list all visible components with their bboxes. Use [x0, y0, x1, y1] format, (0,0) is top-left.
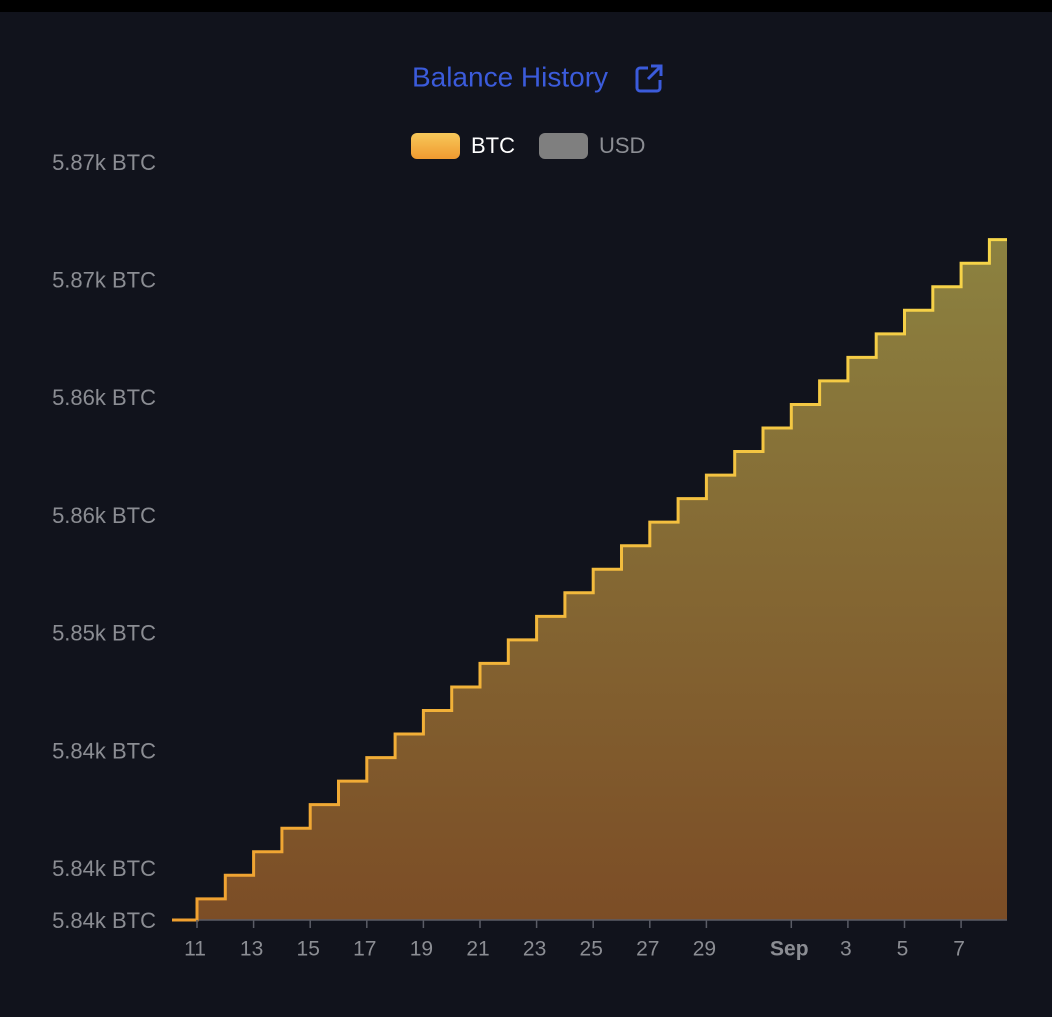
chart-title[interactable]: Balance History: [412, 61, 608, 92]
x-tick-label: 17: [353, 938, 376, 961]
y-tick-label: 5.84k BTC: [52, 908, 156, 933]
top-bar: [0, 0, 1052, 12]
x-tick-label: 3: [840, 938, 852, 961]
x-tick-label: 5: [897, 938, 909, 961]
y-tick-label: 5.84k BTC: [52, 738, 156, 763]
line: [172, 238, 1007, 922]
legend-label[interactable]: USD: [599, 133, 645, 158]
x-tick-label: 21: [466, 938, 489, 961]
plot: 5.84k BTC 5.84k BTC 5.84k BTC 5.85k BTC 5.86…: [52, 150, 1007, 961]
x-tick-label: 19: [410, 938, 433, 961]
y-tick-label: 5.85k BTC: [52, 621, 156, 646]
x-tick-label: 7: [953, 938, 965, 961]
x-tick-label: 11: [184, 938, 206, 961]
x-tick-label: 29: [693, 938, 716, 961]
legend-label[interactable]: BTC: [471, 133, 515, 158]
x-tick-label: Sep: [770, 938, 809, 961]
x-tick-label: 25: [580, 938, 603, 961]
area: [172, 239, 1007, 920]
y-tick-label: 5.86k BTC: [52, 503, 156, 528]
y-tick-label: 5.84k BTC: [52, 856, 156, 881]
y-tick-label: 5.86k BTC: [52, 385, 156, 410]
x-tick-label: 15: [297, 938, 320, 961]
y-tick-label: 5.87k BTC: [52, 150, 156, 175]
y-tick-label: 5.87k BTC: [52, 268, 156, 293]
x-tick-label: 23: [523, 938, 546, 961]
legend-swatch: [411, 133, 460, 159]
legend: BTC USD: [411, 133, 645, 159]
x-tick-label: 13: [240, 938, 263, 961]
x-tick-label: 27: [636, 938, 659, 961]
external-link-icon[interactable]: [635, 64, 663, 93]
legend-swatch: [539, 133, 588, 159]
